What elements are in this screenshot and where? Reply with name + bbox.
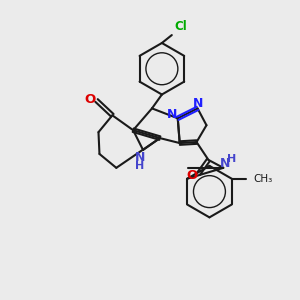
Text: CH₃: CH₃ <box>254 174 273 184</box>
Text: N: N <box>220 158 230 170</box>
Text: H: H <box>136 161 145 171</box>
Text: O: O <box>84 93 95 106</box>
Text: O: O <box>186 169 197 182</box>
Text: Cl: Cl <box>175 20 188 33</box>
Text: N: N <box>135 152 145 164</box>
Text: N: N <box>194 97 204 110</box>
Text: H: H <box>226 154 236 164</box>
Text: N: N <box>167 108 177 121</box>
